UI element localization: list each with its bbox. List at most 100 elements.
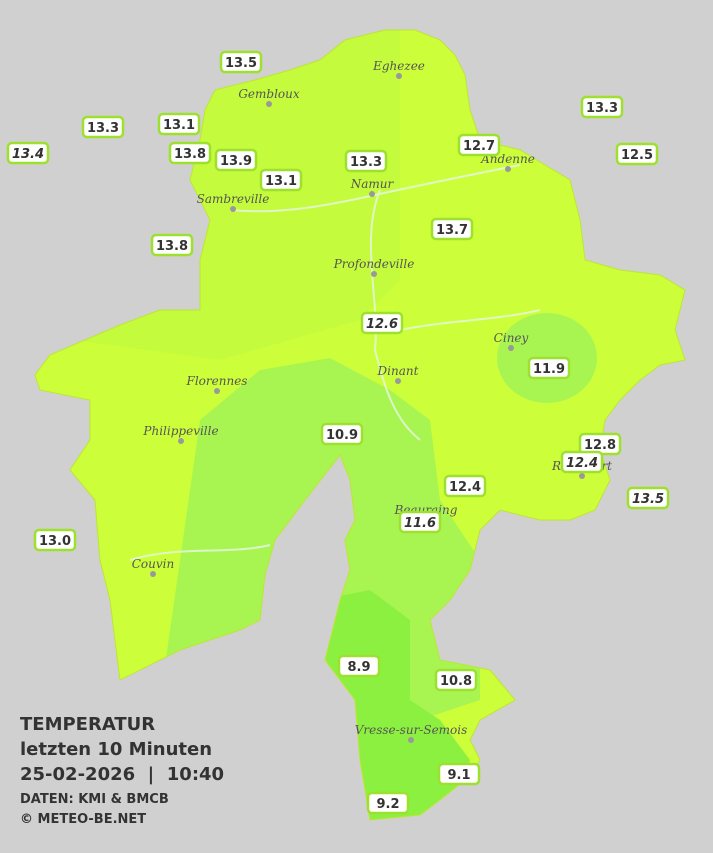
station: 13.3 <box>580 95 624 119</box>
city-dot <box>150 571 156 577</box>
city-label: Philippeville <box>142 424 218 438</box>
rivers <box>129 164 541 561</box>
station-label: 13.0 <box>39 534 71 549</box>
station-box <box>259 168 303 192</box>
station-box <box>560 450 604 474</box>
station-box <box>214 148 258 172</box>
station: 12.7 <box>457 133 501 157</box>
station: 13.3 <box>81 115 125 139</box>
station: 9.1 <box>437 762 481 786</box>
station-label: 12.8 <box>584 438 616 453</box>
city-label: Ciney <box>494 331 529 345</box>
stations: 13.5 13.3 13.1 13.4 13.8 13.9 13.1 13.3 12.7 13.3… <box>6 50 670 815</box>
title-line: TEMPERATUR <box>20 714 155 735</box>
station-box <box>320 422 364 446</box>
station-box <box>337 654 381 678</box>
cities: EghezeeGemblouxAndenneNamurSambrevillePr… <box>132 59 612 743</box>
station: 13.3 <box>344 149 388 173</box>
station: 13.1 <box>157 112 201 136</box>
station-label: 9.2 <box>376 797 399 812</box>
station-box <box>219 50 263 74</box>
city-label: Vresse-sur-Semois <box>355 723 468 737</box>
station-box <box>81 115 125 139</box>
station-label: 13.1 <box>163 118 195 133</box>
city-label: Gembloux <box>238 87 300 101</box>
station: 11.6 <box>398 510 442 534</box>
station-box <box>626 486 670 510</box>
station: 10.8 <box>434 668 478 692</box>
station-label: 13.8 <box>174 147 206 162</box>
city-dot <box>266 101 272 107</box>
station-box <box>6 141 50 165</box>
station: 13.8 <box>150 233 194 257</box>
station-label: 13.9 <box>220 154 252 169</box>
station-box <box>398 510 442 534</box>
station-box <box>157 112 201 136</box>
city-label: Sambreville <box>197 192 270 206</box>
station-box <box>580 95 624 119</box>
station: 13.5 <box>626 486 670 510</box>
station: 13.0 <box>33 528 77 552</box>
station-box <box>366 791 410 815</box>
station-label: 12.5 <box>621 148 653 163</box>
station: 13.8 <box>168 141 212 165</box>
station: 13.7 <box>430 217 474 241</box>
station-label: 13.3 <box>87 121 119 136</box>
city-label: Profondeville <box>333 257 415 271</box>
city-dot <box>371 271 377 277</box>
station-label: 13.5 <box>225 56 257 71</box>
station: 10.9 <box>320 422 364 446</box>
station-label: 10.8 <box>440 674 472 689</box>
station-label: 11.9 <box>533 362 565 377</box>
station-label: 13.5 <box>632 492 664 507</box>
station: 12.6 <box>360 311 404 335</box>
station-box <box>430 217 474 241</box>
city-dot <box>369 191 375 197</box>
city-dot <box>396 73 402 79</box>
station-label: 13.8 <box>156 239 188 254</box>
city-dot <box>408 737 414 743</box>
station: 13.9 <box>214 148 258 172</box>
station-label: 12.4 <box>566 456 598 471</box>
city-dot <box>508 345 514 351</box>
station-label: 10.9 <box>326 428 358 443</box>
city-dot <box>178 438 184 444</box>
station: 13.4 <box>6 141 50 165</box>
station: 12.5 <box>615 142 659 166</box>
city-label: Florennes <box>186 374 248 388</box>
station-label: 12.7 <box>463 139 495 154</box>
station-label: 13.1 <box>265 174 297 189</box>
station-label: 13.3 <box>350 155 382 170</box>
station: 13.1 <box>259 168 303 192</box>
station: 11.9 <box>527 356 571 380</box>
city-dot <box>505 166 511 172</box>
city-label: Couvin <box>132 557 174 571</box>
station-label: 12.6 <box>366 317 398 332</box>
station: 12.4 <box>560 450 604 474</box>
station-box <box>150 233 194 257</box>
city-label: Eghezee <box>372 59 425 73</box>
station: 12.4 <box>443 474 487 498</box>
city-dot <box>579 473 585 479</box>
city-dot <box>230 206 236 212</box>
station-label: 8.9 <box>347 660 370 675</box>
station-box <box>434 668 478 692</box>
city-label: Namur <box>350 177 395 191</box>
station-box <box>437 762 481 786</box>
title-line: letzten 10 Minuten <box>20 739 212 760</box>
station-label: 12.4 <box>449 480 481 495</box>
station-label: 13.7 <box>436 223 468 238</box>
station-box <box>615 142 659 166</box>
station-box <box>360 311 404 335</box>
station-label: 9.1 <box>447 768 470 783</box>
station-box <box>527 356 571 380</box>
station-box <box>168 141 212 165</box>
city-label: Dinant <box>377 364 419 378</box>
credit: DATEN: KMI & BMCB <box>20 792 169 807</box>
station: 13.5 <box>219 50 263 74</box>
station-box <box>33 528 77 552</box>
station: 9.2 <box>366 791 410 815</box>
credit: © METEO-BE.NET <box>20 812 146 827</box>
station-box <box>457 133 501 157</box>
